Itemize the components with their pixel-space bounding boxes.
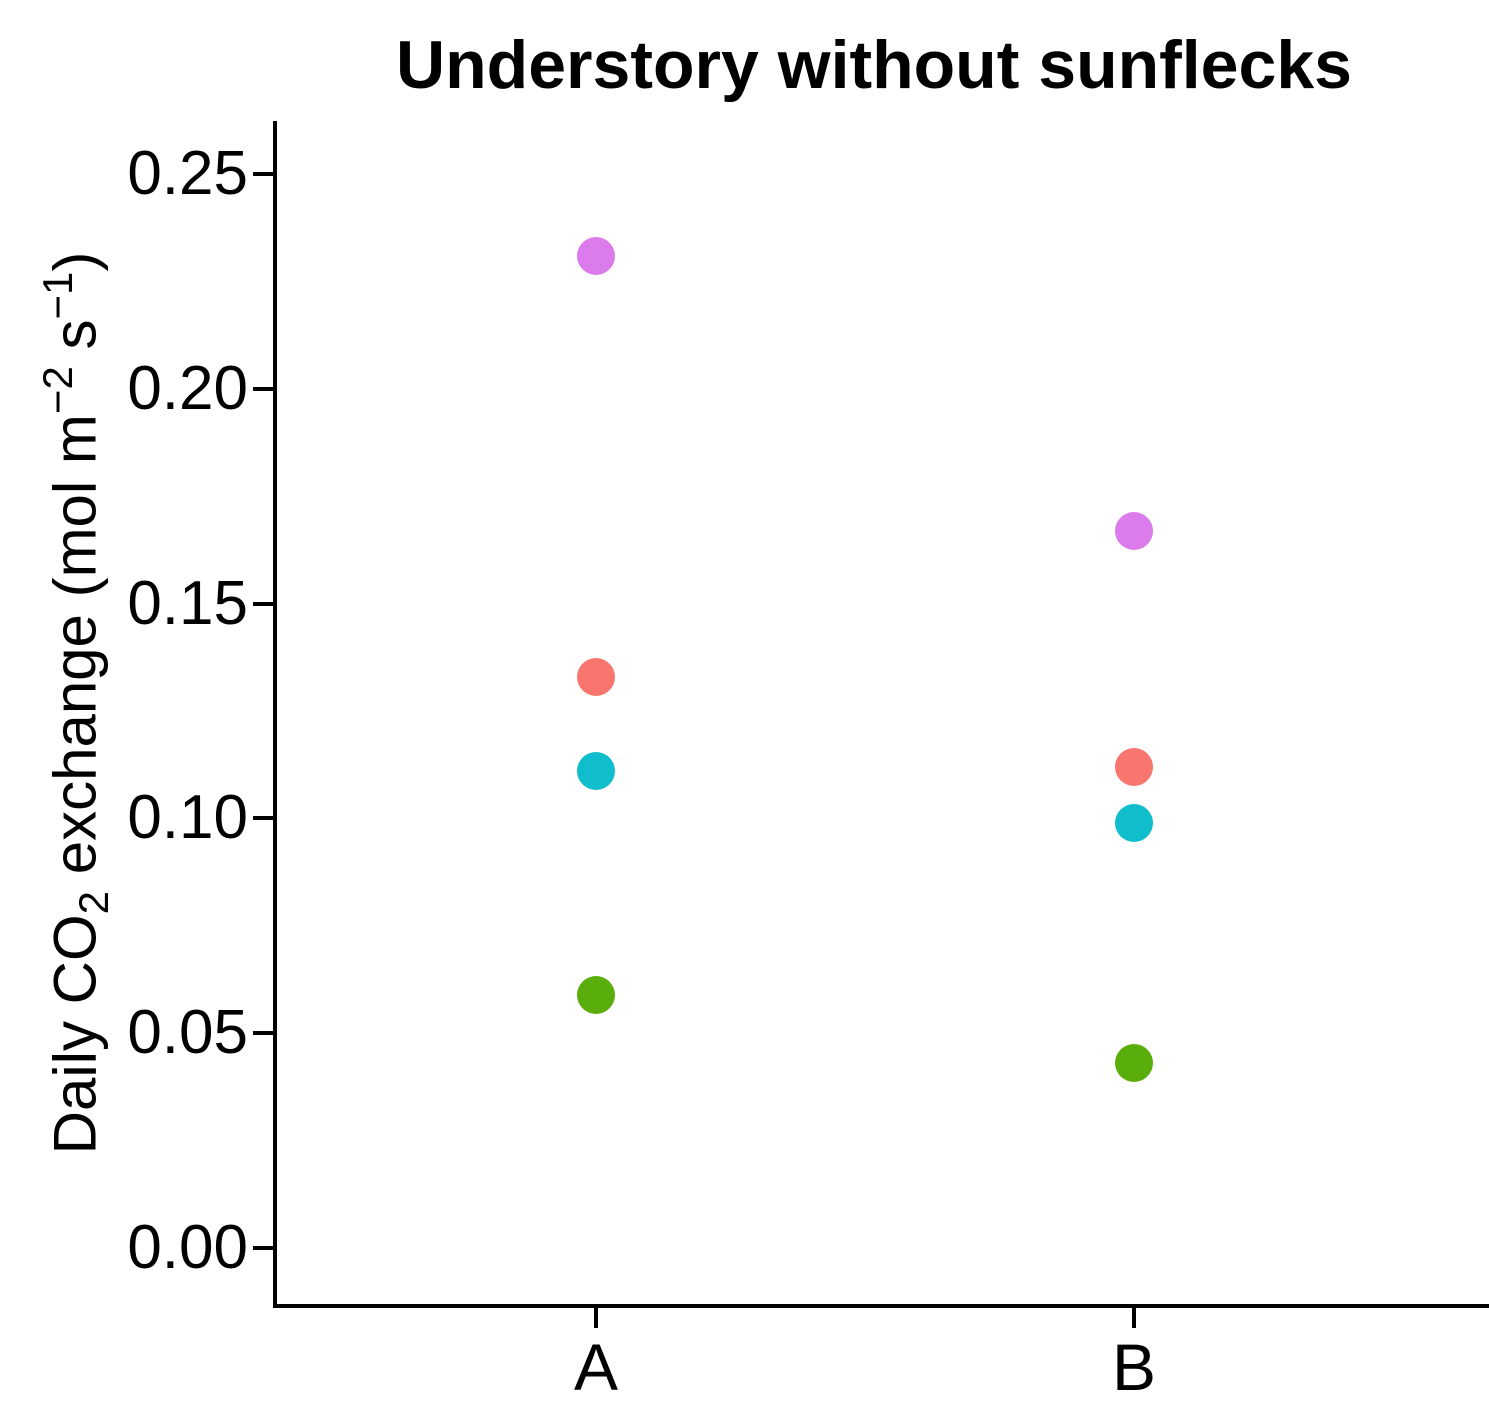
point-green-a <box>577 975 615 1014</box>
point-salmon-a <box>577 657 615 696</box>
x-tick-mark <box>1132 1308 1136 1328</box>
y-tick-label: 0.00 <box>127 1213 248 1282</box>
point-violet-a <box>577 236 615 275</box>
y-tick-mark <box>253 1031 273 1036</box>
x-axis-line <box>273 1304 1489 1308</box>
point-cyan-a <box>577 752 615 791</box>
y-tick-label: 0.10 <box>127 783 248 853</box>
point-salmon-b <box>1115 747 1153 786</box>
y-tick-label: 0.15 <box>127 568 248 638</box>
point-violet-b <box>1115 511 1153 550</box>
y-tick-label: 0.25 <box>127 139 248 208</box>
x-tick-label-b: B <box>1111 1330 1157 1404</box>
y-tick-mark <box>253 172 273 176</box>
point-green-b <box>1115 1044 1153 1083</box>
y-tick-label: 0.05 <box>127 998 248 1068</box>
y-axis-label-text: ) <box>41 251 109 272</box>
y-axis-label-superscript: −1 <box>34 271 82 320</box>
y-tick-mark <box>253 386 273 391</box>
y-axis-line <box>273 121 277 1308</box>
y-axis-label-subscript: 2 <box>69 890 117 915</box>
point-cyan-b <box>1115 803 1153 842</box>
y-tick-mark <box>253 816 273 821</box>
x-tick-label-a: A <box>573 1330 619 1404</box>
y-tick-label: 0.20 <box>127 353 248 423</box>
chart-title: Understory without sunflecks <box>396 27 1352 103</box>
y-tick-mark <box>253 601 273 606</box>
y-tick-mark <box>253 1246 273 1250</box>
x-tick-mark <box>594 1308 598 1328</box>
